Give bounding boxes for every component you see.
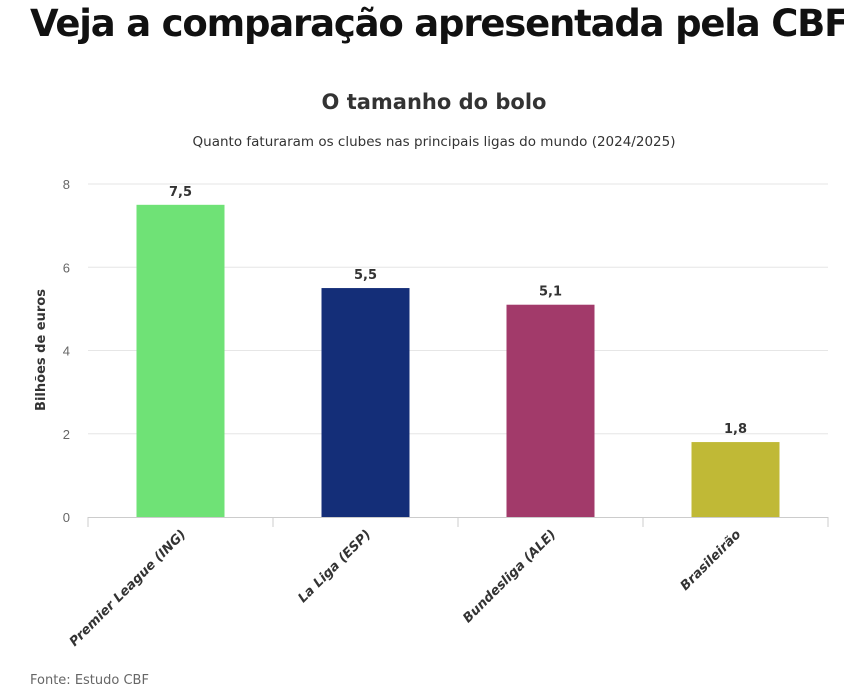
source-note: Fonte: Estudo CBF bbox=[30, 673, 149, 688]
headline: Veja a comparação apresentada pela CBF: bbox=[30, 2, 844, 45]
y-tick-label: 4 bbox=[63, 344, 70, 359]
y-tick-label: 2 bbox=[63, 427, 70, 442]
data-label: 5,5 bbox=[354, 268, 377, 283]
x-tick-label: Brasileirão bbox=[678, 527, 745, 594]
x-tick-label: Premier League (ING) bbox=[67, 527, 189, 649]
chart-title: O tamanho do bolo bbox=[321, 90, 547, 114]
bar bbox=[321, 288, 410, 517]
chart-subtitle: Quanto faturaram os clubes nas principai… bbox=[192, 134, 676, 150]
x-tick-label: La Liga (ESP) bbox=[295, 527, 374, 606]
y-axis-label: Bilhões de euros bbox=[34, 289, 49, 411]
data-label: 1,8 bbox=[724, 422, 747, 437]
y-tick-label: 6 bbox=[63, 260, 70, 275]
x-tick-label: Bundesliga (ALE) bbox=[460, 527, 559, 626]
y-tick-label: 0 bbox=[63, 510, 70, 525]
y-tick-label: 8 bbox=[63, 177, 70, 192]
data-label: 5,1 bbox=[539, 285, 562, 300]
data-label: 7,5 bbox=[169, 185, 192, 200]
bar bbox=[506, 304, 595, 517]
bar bbox=[136, 204, 225, 517]
bar bbox=[691, 442, 780, 517]
